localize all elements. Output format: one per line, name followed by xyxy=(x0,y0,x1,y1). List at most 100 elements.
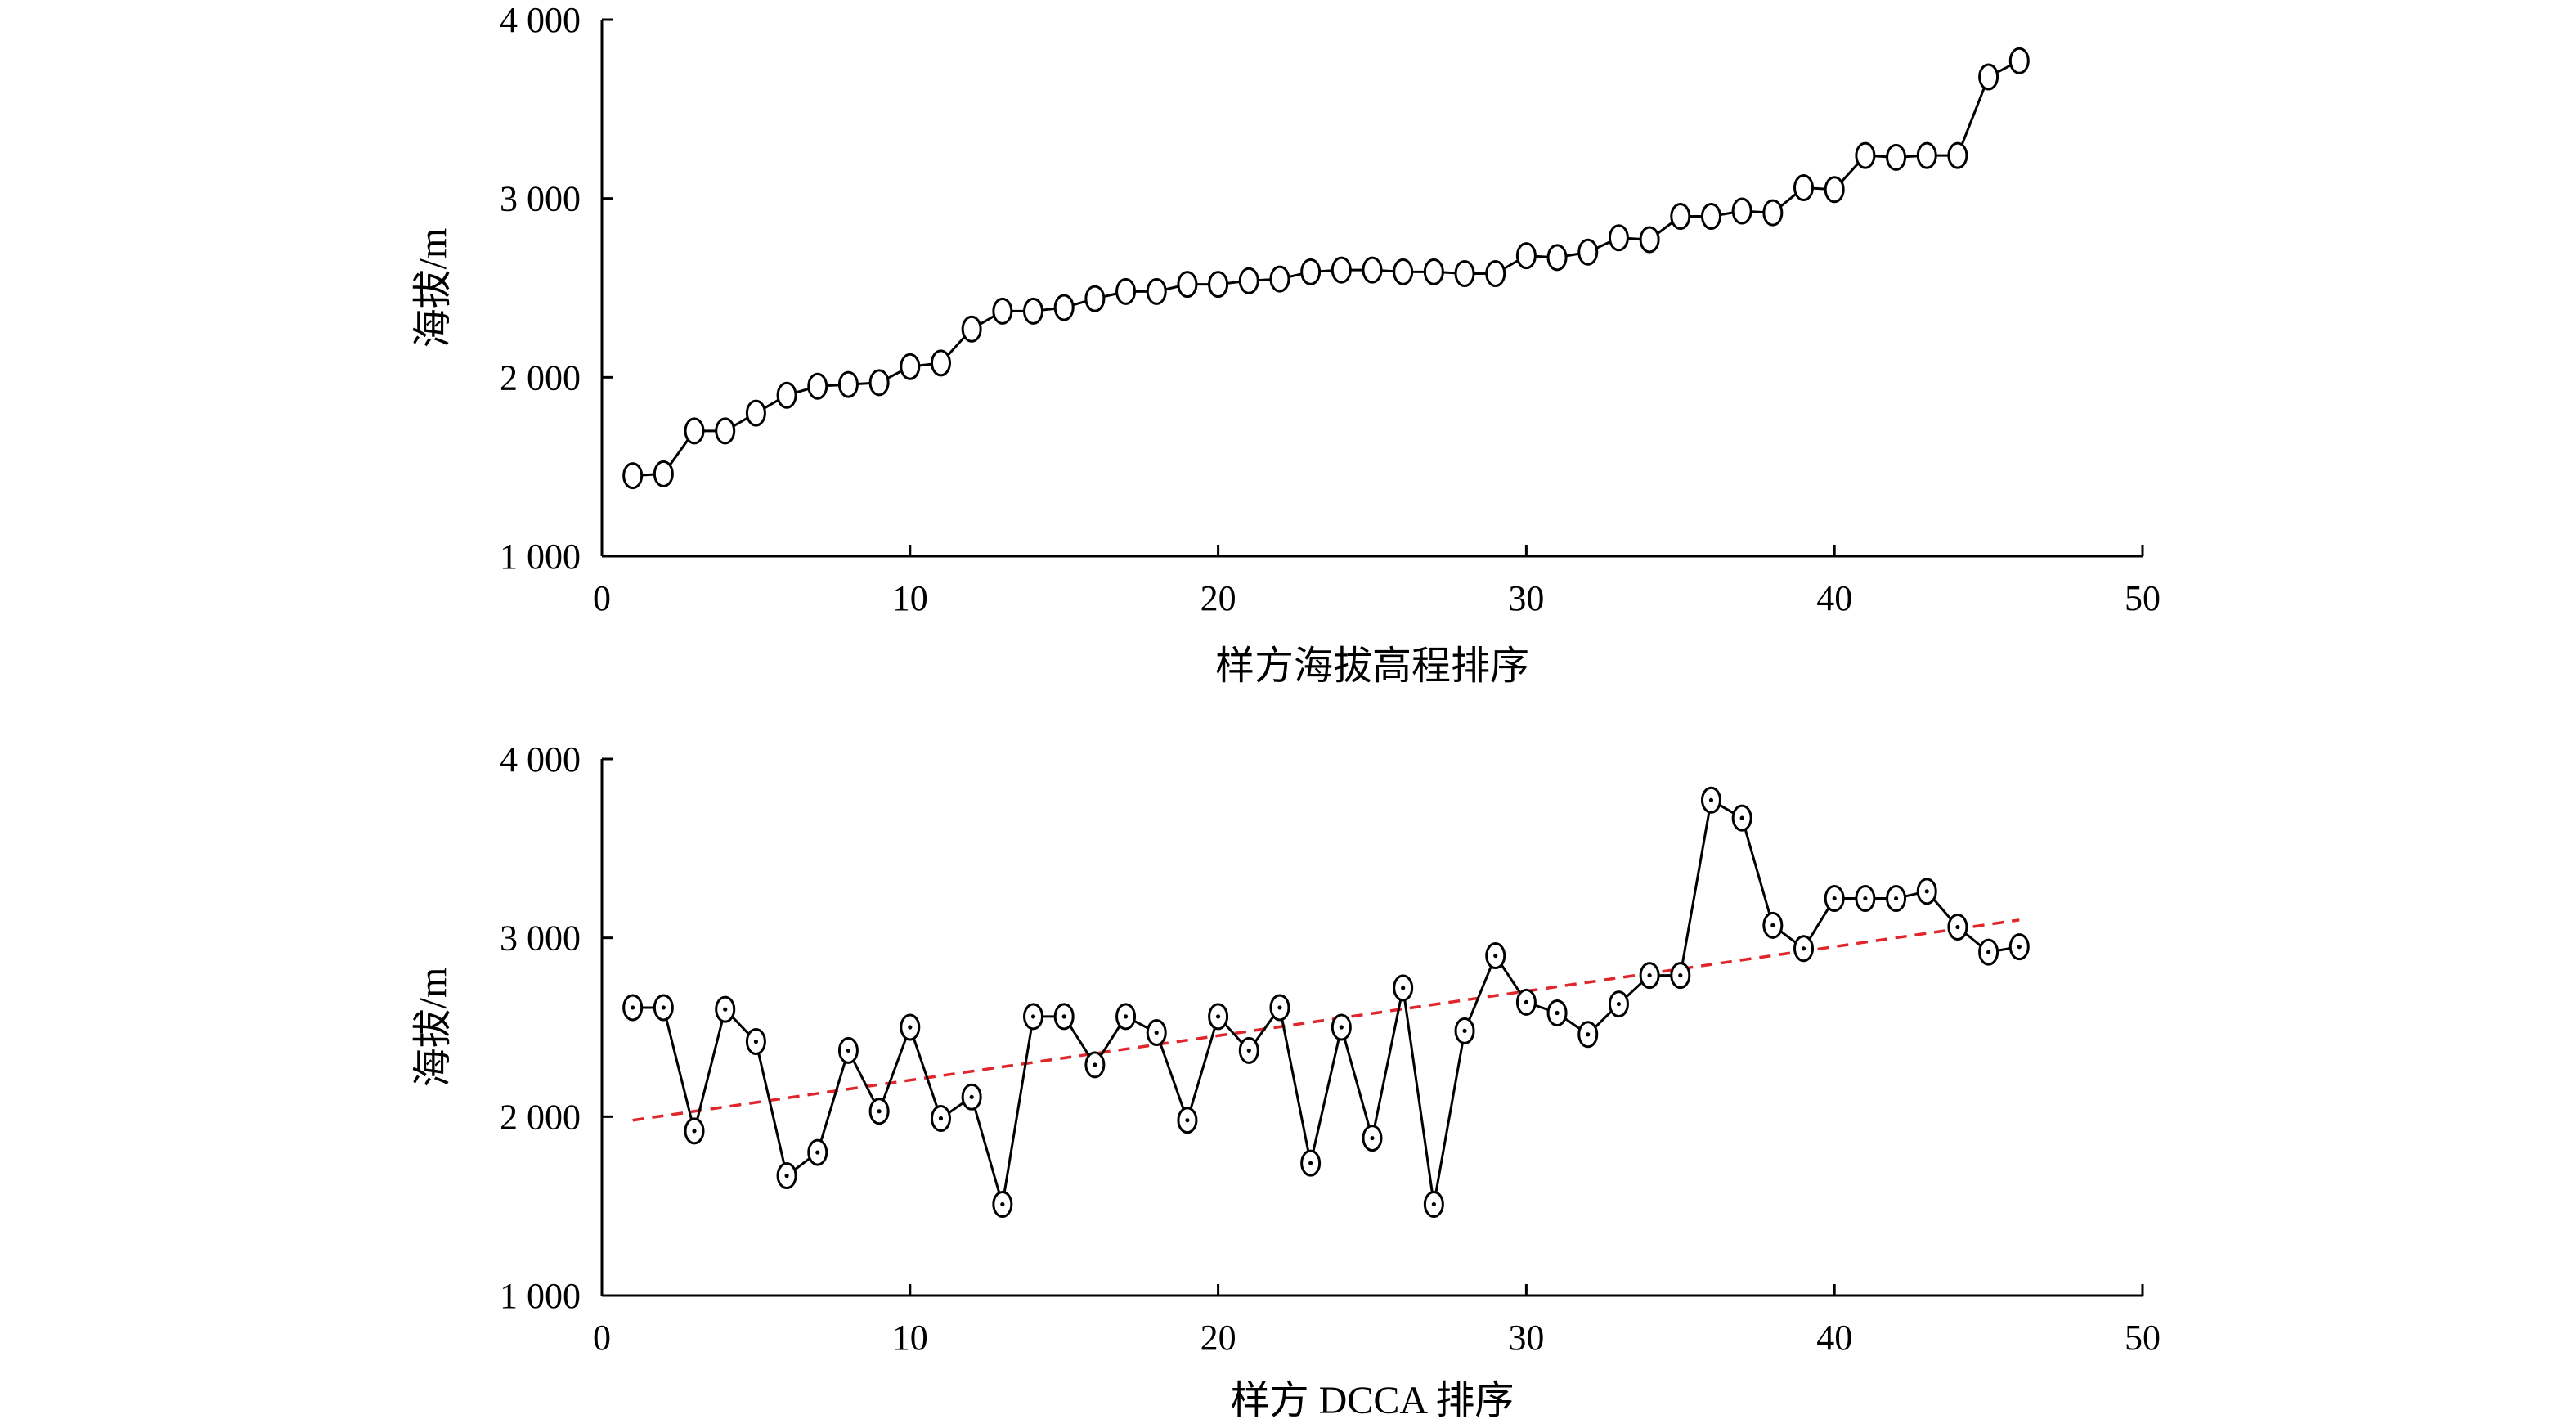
data-point-dot xyxy=(661,1005,666,1010)
data-point xyxy=(992,297,1013,325)
data-point-dot xyxy=(2017,945,2022,950)
x-tick-label: 30 xyxy=(1508,578,1544,618)
data-point xyxy=(1731,197,1752,225)
y-tick-label: 3 000 xyxy=(500,918,581,959)
x-tick-label: 10 xyxy=(892,578,928,618)
data-point-dot xyxy=(1401,986,1406,990)
data-point xyxy=(1886,143,1907,171)
series-line xyxy=(632,797,2020,1205)
data-point-dot xyxy=(1030,1014,1036,1019)
x-tick-label: 50 xyxy=(2125,1318,2161,1358)
data-point xyxy=(1177,271,1198,299)
data-point xyxy=(900,353,921,380)
data-point-dot xyxy=(1123,1014,1129,1019)
x-axis-label: 样方海拔高程排序 xyxy=(1215,644,1529,688)
data-point-dot xyxy=(1986,950,1991,954)
data-point-dot xyxy=(1431,1201,1436,1207)
data-point xyxy=(1978,63,1999,91)
data-point xyxy=(1146,277,1167,305)
data-point xyxy=(1208,271,1229,299)
data-point xyxy=(868,369,890,397)
data-point-dot xyxy=(969,1094,974,1099)
y-tick-label: 2 000 xyxy=(500,1097,581,1137)
y-tick-label: 4 000 xyxy=(500,739,581,779)
x-tick-label: 50 xyxy=(2125,578,2161,618)
data-point xyxy=(2008,47,2030,74)
data-point-dot xyxy=(1061,1014,1066,1019)
data-point xyxy=(1515,242,1537,270)
data-point-dot xyxy=(723,1007,728,1012)
data-point xyxy=(715,417,736,445)
data-point xyxy=(1053,294,1075,321)
dcca-rank-chart: 0 10 20 30 40 50 1 000 2 000 3 000 4 000 样方 DCCA 排… xyxy=(411,739,2161,1422)
data-point xyxy=(1238,267,1259,294)
x-tick-label: 10 xyxy=(892,1318,928,1358)
x-tick-label: 30 xyxy=(1508,1318,1544,1358)
data-point-dot xyxy=(1863,896,1868,901)
data-point xyxy=(1115,277,1137,305)
data-point xyxy=(1608,224,1629,252)
y-tick-label: 2 000 xyxy=(500,357,581,397)
data-point xyxy=(1454,260,1475,288)
y-tick-label: 3 000 xyxy=(500,179,581,219)
data-point-dot xyxy=(1924,889,1929,894)
data-point xyxy=(1362,256,1383,284)
data-point-dot xyxy=(1893,896,1899,901)
data-point xyxy=(1639,226,1660,254)
data-point-dot xyxy=(1462,1028,1467,1033)
data-point xyxy=(653,460,674,487)
data-point-dot xyxy=(1216,1014,1221,1019)
data-point-dot xyxy=(1277,1005,1282,1010)
data-point xyxy=(1546,244,1568,272)
data-point-dot xyxy=(1678,972,1683,978)
x-tick-label: 40 xyxy=(1816,578,1852,618)
data-point-dot xyxy=(938,1116,944,1121)
data-point-dot xyxy=(1708,797,1714,802)
data-point xyxy=(776,381,797,409)
data-point-dot xyxy=(692,1129,697,1134)
data-point-dot xyxy=(1370,1135,1375,1141)
data-point-dot xyxy=(753,1039,759,1044)
data-point xyxy=(807,372,828,400)
x-tick-label: 40 xyxy=(1816,1318,1852,1358)
trend-line xyxy=(632,918,2020,1122)
data-point xyxy=(1300,258,1322,285)
y-axis-label: 海拔/m xyxy=(411,968,455,1088)
data-point-dot xyxy=(784,1173,789,1179)
data-point-dot xyxy=(1000,1201,1005,1207)
data-point xyxy=(1269,265,1290,293)
data-point-dot xyxy=(1154,1030,1159,1035)
y-tick-label: 1 000 xyxy=(500,537,581,577)
data-point xyxy=(1793,174,1815,202)
data-point-dot xyxy=(877,1109,882,1114)
data-point xyxy=(1947,141,1968,169)
data-point xyxy=(837,370,859,398)
data-point-dot xyxy=(1616,1001,1622,1007)
data-point xyxy=(1670,203,1691,231)
data-point-dot xyxy=(1093,1062,1097,1067)
data-point xyxy=(745,399,766,427)
y-tick-label: 1 000 xyxy=(500,1276,581,1316)
data-point-dot xyxy=(1832,896,1837,901)
x-axis-label: 样方 DCCA 排序 xyxy=(1231,1379,1515,1422)
data-point-dot xyxy=(1770,923,1775,927)
series-line xyxy=(632,59,2020,478)
x-tick-label: 20 xyxy=(1200,578,1236,618)
data-point xyxy=(1084,285,1106,312)
data-point xyxy=(1485,260,1506,288)
data-point xyxy=(684,417,705,445)
data-point-dot xyxy=(1801,946,1806,951)
data-point xyxy=(1824,176,1845,204)
data-point-dot xyxy=(1647,972,1652,978)
y-axis-label: 海拔/m xyxy=(411,228,455,348)
data-point xyxy=(1023,297,1044,325)
data-point-dot xyxy=(1308,1161,1313,1165)
data-point-dot xyxy=(846,1048,851,1053)
data-point-dot xyxy=(1586,1032,1591,1037)
data-point xyxy=(622,462,644,490)
x-tick-label: 0 xyxy=(593,578,611,618)
data-point xyxy=(1855,141,1876,169)
data-point xyxy=(1762,199,1784,227)
data-point xyxy=(930,349,951,377)
